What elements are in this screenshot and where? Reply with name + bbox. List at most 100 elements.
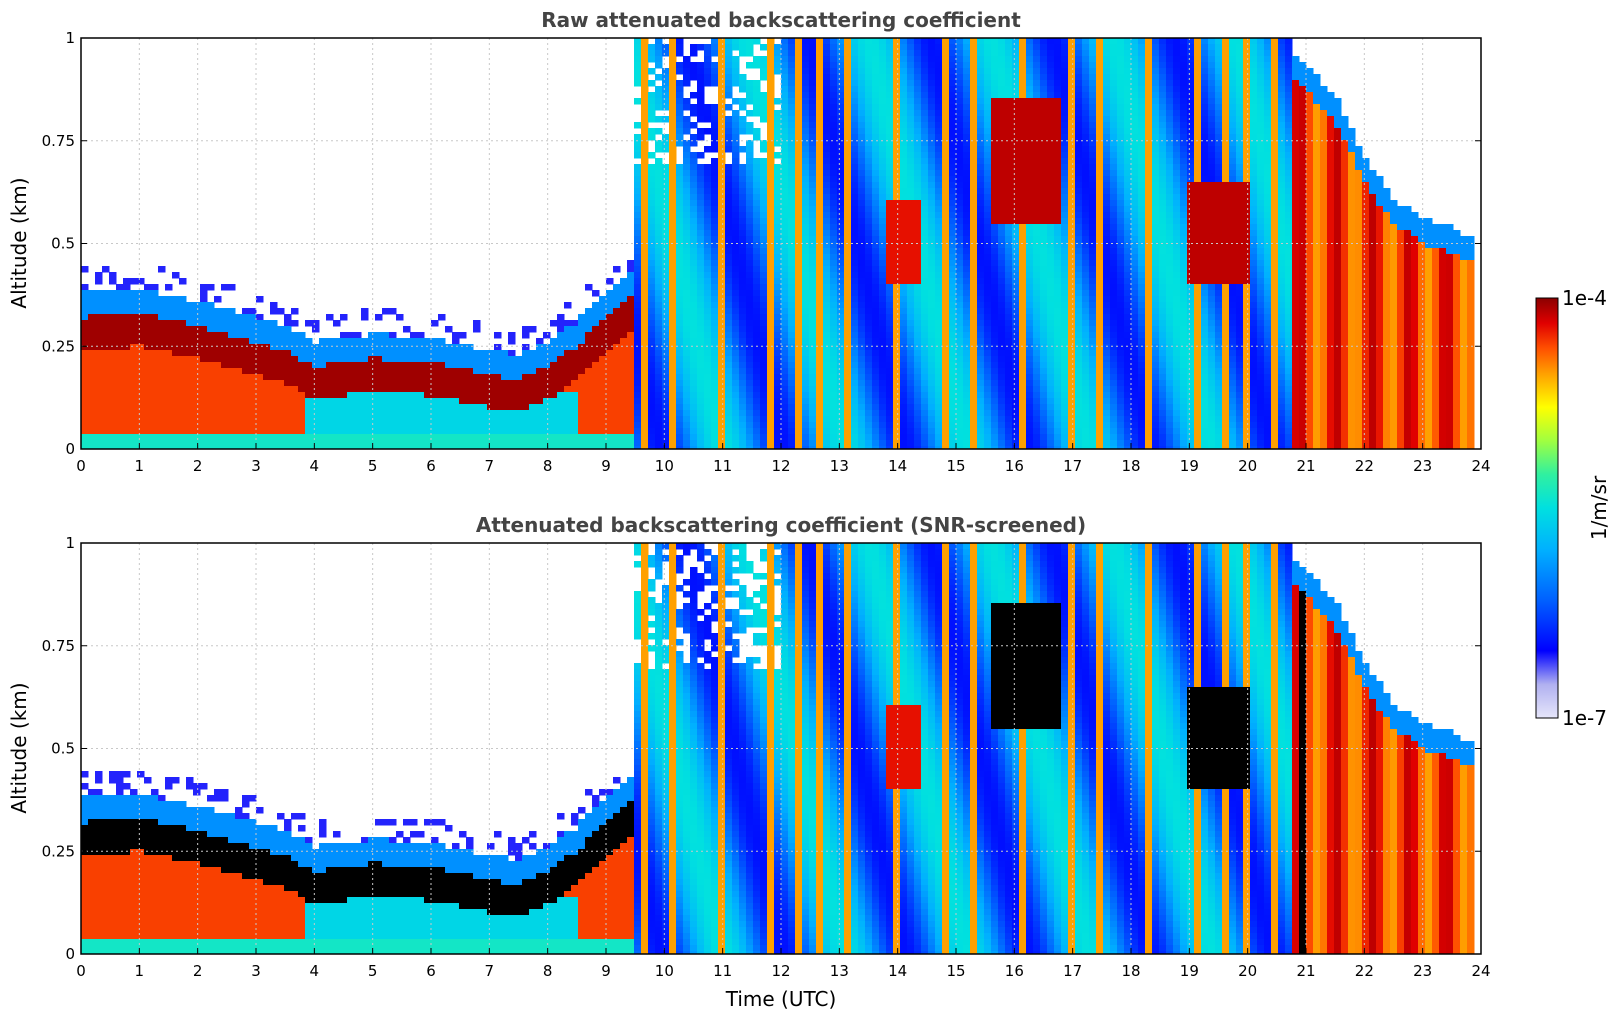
heatmap-cell bbox=[767, 152, 775, 159]
heatmap-cell bbox=[494, 380, 502, 387]
heatmap-cell bbox=[718, 374, 726, 381]
heatmap-cell bbox=[760, 176, 768, 183]
heatmap-cell bbox=[88, 308, 96, 315]
heatmap-cell bbox=[753, 206, 761, 213]
heatmap-cell bbox=[956, 308, 964, 315]
heatmap-cell bbox=[95, 344, 103, 351]
heatmap-cell bbox=[137, 332, 145, 339]
heatmap-cell bbox=[256, 320, 264, 327]
heatmap-cell bbox=[802, 422, 810, 429]
heatmap-cell bbox=[746, 62, 754, 69]
heatmap-cell bbox=[809, 242, 817, 249]
heatmap-cell bbox=[851, 428, 859, 435]
heatmap-cell bbox=[480, 356, 488, 363]
heatmap-cell bbox=[319, 410, 327, 417]
heatmap-cell bbox=[655, 182, 663, 189]
heatmap-cell bbox=[319, 416, 327, 423]
heatmap-cell bbox=[690, 134, 698, 141]
heatmap-cell bbox=[795, 368, 803, 375]
heatmap-cell bbox=[956, 344, 964, 351]
heatmap-cell bbox=[571, 398, 579, 405]
heatmap-cell bbox=[473, 398, 481, 405]
heatmap-cell bbox=[914, 50, 922, 57]
heatmap-cell bbox=[914, 260, 922, 267]
heatmap-cell bbox=[774, 176, 782, 183]
heatmap-cell bbox=[396, 422, 404, 429]
heatmap-cell bbox=[151, 404, 159, 411]
heatmap-cell bbox=[963, 188, 971, 195]
heatmap-cell bbox=[767, 392, 775, 399]
heatmap-cell bbox=[585, 374, 593, 381]
heatmap-cell bbox=[592, 350, 600, 357]
heatmap-cell bbox=[928, 152, 936, 159]
heatmap-cell bbox=[956, 380, 964, 387]
heatmap-cell bbox=[942, 332, 950, 339]
heatmap-cell bbox=[963, 386, 971, 393]
heatmap-cell bbox=[116, 296, 124, 303]
heatmap-cell bbox=[662, 416, 670, 423]
heatmap-cell bbox=[788, 140, 796, 147]
heatmap-cell bbox=[935, 422, 943, 429]
heatmap-cell bbox=[935, 362, 943, 369]
heatmap-cell bbox=[816, 116, 824, 123]
heatmap-cell bbox=[361, 416, 369, 423]
heatmap-cell bbox=[669, 116, 677, 123]
heatmap-cell bbox=[914, 158, 922, 165]
heatmap-cell bbox=[88, 404, 96, 411]
heatmap-cell bbox=[879, 128, 887, 135]
heatmap-cell bbox=[732, 254, 740, 261]
heatmap-cell bbox=[662, 98, 670, 105]
heatmap-cell bbox=[599, 404, 607, 411]
heatmap-cell bbox=[634, 122, 642, 129]
heatmap-cell bbox=[529, 362, 537, 369]
heatmap-cell bbox=[711, 314, 719, 321]
heatmap-cell bbox=[725, 296, 733, 303]
heatmap-cell bbox=[914, 380, 922, 387]
heatmap-cell bbox=[788, 62, 796, 69]
heatmap-cell bbox=[872, 146, 880, 153]
heatmap-cell bbox=[172, 404, 180, 411]
heatmap-cell bbox=[543, 434, 551, 441]
heatmap-cell bbox=[872, 188, 880, 195]
heatmap-cell bbox=[298, 350, 306, 357]
heatmap-cell bbox=[508, 434, 516, 441]
heatmap-cell bbox=[823, 62, 831, 69]
heatmap-cell bbox=[942, 434, 950, 441]
heatmap-cell bbox=[326, 446, 334, 449]
heatmap-cell bbox=[816, 200, 824, 207]
heatmap-cell bbox=[641, 242, 649, 249]
heatmap-cell bbox=[284, 344, 292, 351]
heatmap-cell bbox=[179, 440, 187, 447]
heatmap-cell bbox=[746, 254, 754, 261]
heatmap-cell bbox=[725, 146, 733, 153]
heatmap-cell bbox=[963, 152, 971, 159]
heatmap-cell bbox=[858, 188, 866, 195]
heatmap-cell bbox=[718, 68, 726, 75]
heatmap-cell bbox=[963, 254, 971, 261]
heatmap-cell bbox=[956, 38, 964, 45]
heatmap-cell bbox=[627, 380, 635, 387]
heatmap-cell bbox=[655, 38, 663, 45]
heatmap-cell bbox=[767, 356, 775, 363]
heatmap-cell bbox=[697, 446, 705, 449]
heatmap-cell bbox=[837, 260, 845, 267]
heatmap-cell bbox=[634, 248, 642, 255]
heatmap-cell bbox=[641, 290, 649, 297]
heatmap-cell bbox=[228, 446, 236, 449]
heatmap-cell bbox=[326, 368, 334, 375]
heatmap-cell bbox=[956, 164, 964, 171]
heatmap-cell bbox=[340, 404, 348, 411]
heatmap-cell bbox=[865, 116, 873, 123]
heatmap-cell bbox=[767, 170, 775, 177]
heatmap-cell bbox=[788, 200, 796, 207]
heatmap-cell bbox=[907, 230, 915, 237]
heatmap-cell bbox=[459, 404, 467, 411]
heatmap-cell bbox=[795, 230, 803, 237]
heatmap-cell bbox=[725, 380, 733, 387]
heatmap-cell bbox=[921, 404, 929, 411]
heatmap-cell bbox=[221, 446, 229, 449]
heatmap-cell bbox=[459, 380, 467, 387]
heatmap-cell bbox=[795, 182, 803, 189]
heatmap-cell bbox=[95, 380, 103, 387]
heatmap-cell bbox=[865, 326, 873, 333]
